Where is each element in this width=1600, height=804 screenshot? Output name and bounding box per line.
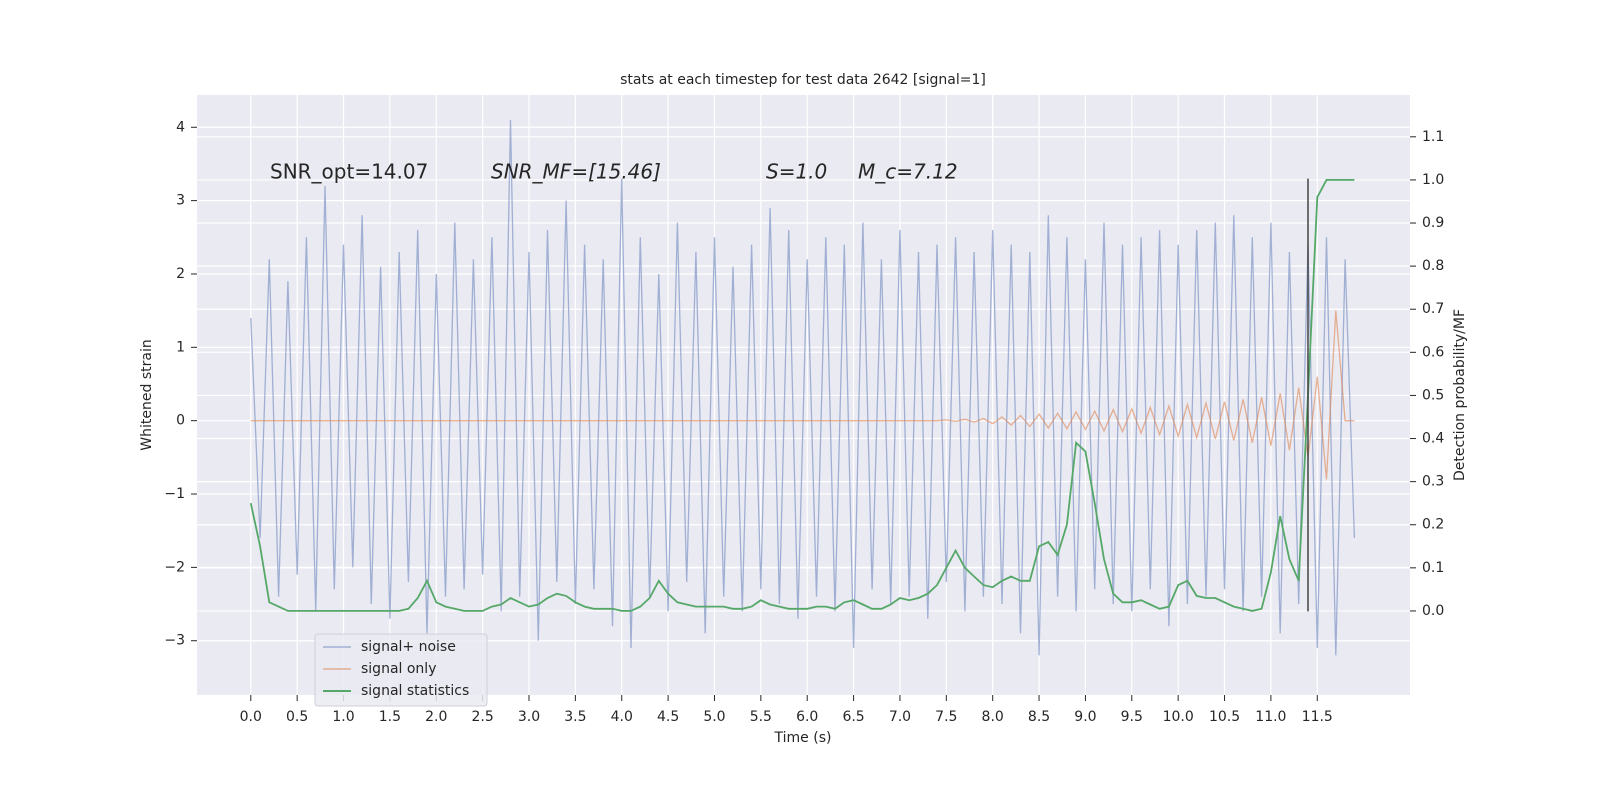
legend-label: signal only <box>361 661 436 677</box>
y-axis-label: Whitened strain <box>139 339 155 450</box>
annotation: SNR_MF=[15.46] <box>491 160 661 184</box>
y-tick-label: 1 <box>176 339 185 355</box>
y2-tick-label: 0.9 <box>1422 215 1444 231</box>
x-tick-label: 6.5 <box>842 709 864 725</box>
x-tick-label: 9.0 <box>1074 709 1096 725</box>
y-tick-label: 0 <box>176 413 185 429</box>
legend-label: signal statistics <box>361 683 469 699</box>
x-tick-label: 11.5 <box>1302 709 1333 725</box>
legend-box <box>314 633 488 707</box>
x-tick-label: 11.0 <box>1255 709 1286 725</box>
y2-tick-label: 0.8 <box>1422 258 1444 274</box>
x-tick-label: 1.0 <box>332 709 354 725</box>
y-tick-label: −1 <box>164 486 185 502</box>
x-tick-label: 8.5 <box>1028 709 1050 725</box>
legend: signal+ noise signal only signal statistic… <box>314 633 488 707</box>
x-tick-label: 2.5 <box>471 709 493 725</box>
y2-tick-label: 0.1 <box>1422 560 1444 576</box>
marks <box>249 119 1356 656</box>
legend-label: signal+ noise <box>361 639 456 655</box>
x-tick-label: 3.5 <box>564 709 586 725</box>
y2-tick-label: 0.2 <box>1422 517 1444 533</box>
series-line <box>250 310 1355 480</box>
x-tick-label: 2.0 <box>425 709 447 725</box>
x-tick-label: 4.5 <box>657 709 679 725</box>
x-tick-label: 1.5 <box>379 709 401 725</box>
labels: 0.0 0.5 1.0 1.5 2.0 2.5 3.0 3.5 4.0 4.5 5.0 5.5 6.0 6… <box>164 119 1444 725</box>
y2-axis-label: Detection probability/MF <box>1452 309 1468 481</box>
y-tick-label: 3 <box>176 193 185 209</box>
y2-tick-label: 0.4 <box>1422 431 1444 447</box>
y-tick-label: −3 <box>164 633 185 649</box>
x-tick-label: 5.0 <box>703 709 725 725</box>
y2-tick-label: 1.1 <box>1422 129 1444 145</box>
y2-tick-label: 0.3 <box>1422 474 1444 490</box>
annotation: SNR_opt=14.07 <box>270 160 428 184</box>
x-tick-label: 0.0 <box>240 709 262 725</box>
x-tick-label: 10.0 <box>1163 709 1194 725</box>
annotation: S=1.0 <box>766 160 827 184</box>
x-axis-label: Time (s) <box>774 730 832 746</box>
y2-tick-label: 0.0 <box>1422 603 1444 619</box>
y-tick-label: −2 <box>164 559 185 575</box>
x-tick-label: 5.5 <box>750 709 772 725</box>
y2-tick-label: 0.5 <box>1422 387 1444 403</box>
y-tick-label: 2 <box>176 266 185 282</box>
x-tick-label: 10.5 <box>1209 709 1240 725</box>
x-tick-label: 7.0 <box>889 709 911 725</box>
x-tick-label: 0.5 <box>286 709 308 725</box>
x-tick-label: 9.5 <box>1121 709 1143 725</box>
y2-tick-label: 0.6 <box>1422 344 1444 360</box>
y2-tick-label: 0.7 <box>1422 301 1444 317</box>
x-tick-label: 6.0 <box>796 709 818 725</box>
series-line <box>250 119 1356 656</box>
y2-tick-label: 1.0 <box>1422 172 1444 188</box>
y-tick-label: 4 <box>176 119 185 135</box>
series-line <box>249 179 1355 612</box>
x-tick-label: 8.0 <box>982 709 1004 725</box>
chart-title: stats at each timestep for test data 264… <box>620 72 986 88</box>
x-tick-label: 3.0 <box>518 709 540 725</box>
x-tick-label: 4.0 <box>611 709 633 725</box>
x-tick-label: 7.5 <box>935 709 957 725</box>
annotation: M_c=7.12 <box>858 160 958 184</box>
